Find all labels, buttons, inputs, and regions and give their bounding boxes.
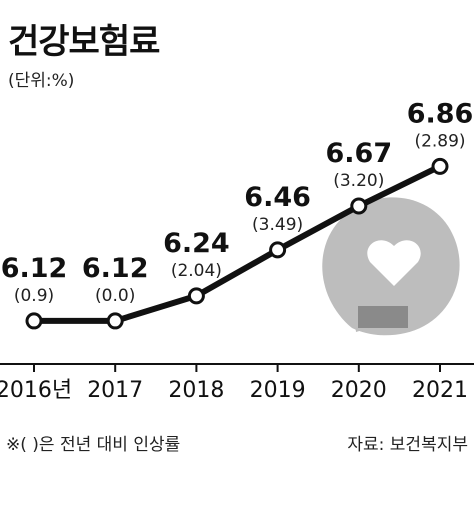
data-point	[25, 312, 43, 330]
source-label: 자료: 보건복지부	[347, 435, 468, 455]
data-point	[187, 287, 205, 305]
x-tick-label: 2017	[87, 378, 143, 403]
data-point	[106, 312, 124, 330]
series-line	[34, 163, 442, 324]
logo-watermark	[322, 197, 460, 336]
data-point	[350, 197, 368, 215]
chart-title: 건강보험료	[8, 22, 160, 62]
data-label-change: (3.20)	[333, 171, 384, 191]
data-label-value: 6.12	[1, 253, 68, 284]
data-label-value: 6.46	[244, 182, 311, 213]
unit-label: (단위:%)	[8, 71, 75, 91]
footnote: ※( )은 전년 대비 인상률	[6, 435, 181, 455]
x-tick-label: 2018	[168, 378, 224, 403]
data-label-change: (0.9)	[14, 286, 54, 306]
data-point	[431, 157, 449, 175]
data-label-value: 6.67	[325, 138, 392, 169]
data-label-value: 6.12	[82, 253, 149, 284]
data-label-change: (2.04)	[171, 261, 222, 281]
data-label-change: (3.49)	[252, 215, 303, 235]
data-label-change: (0.0)	[95, 286, 135, 306]
x-tick-label: 2016년	[0, 378, 72, 403]
data-label-value: 6.86	[407, 98, 474, 129]
data-point	[269, 241, 287, 259]
data-label-value: 6.24	[163, 228, 230, 259]
data-label-change: (2.89)	[414, 131, 465, 151]
x-tick-label: 2019	[250, 378, 306, 403]
x-tick-label: 2021	[412, 378, 468, 403]
x-tick-label: 2020	[331, 378, 387, 403]
